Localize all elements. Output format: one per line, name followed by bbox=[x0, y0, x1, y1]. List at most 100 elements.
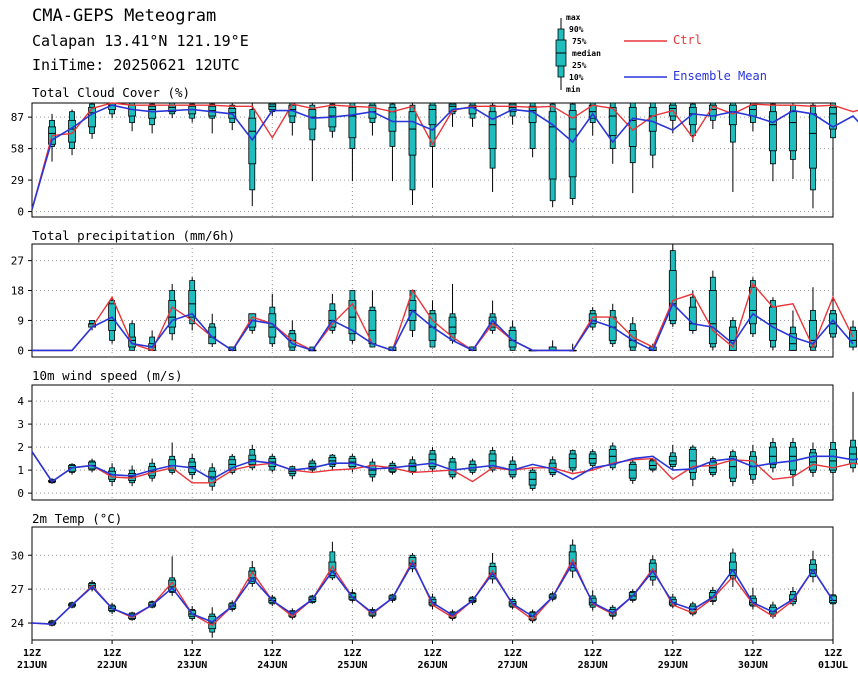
panel-title-precip: Total precipitation (mm/6h) bbox=[32, 228, 236, 243]
legend-key-min: min bbox=[566, 85, 581, 94]
box-inner bbox=[448, 316, 457, 335]
x-hour-label: 12Z bbox=[343, 648, 361, 659]
x-date-label: 27JUN bbox=[498, 660, 528, 671]
box-inner bbox=[568, 453, 577, 469]
x-date-label: 23JUN bbox=[177, 660, 207, 671]
box-outer bbox=[529, 102, 536, 149]
legend-ctrl-label: Ctrl bbox=[673, 33, 702, 47]
ctrl-series-line bbox=[31, 451, 858, 484]
ctrl-series-line bbox=[31, 558, 834, 627]
box-inner bbox=[608, 106, 617, 136]
y-tick-label: 27 bbox=[11, 255, 24, 268]
box-inner bbox=[408, 462, 417, 472]
x-hour-label: 12Z bbox=[23, 648, 41, 659]
box-inner bbox=[648, 106, 657, 132]
box-inner bbox=[769, 111, 777, 152]
x-date-label: 21JUN bbox=[17, 660, 47, 671]
box-inner bbox=[508, 330, 517, 348]
box-inner bbox=[708, 290, 717, 345]
box-inner bbox=[408, 111, 417, 156]
box-inner bbox=[789, 446, 797, 471]
x-hour-label: 12Z bbox=[423, 648, 441, 659]
x-hour-label: 12Z bbox=[584, 648, 602, 659]
x-date-label: 30JUN bbox=[738, 660, 768, 671]
box-inner bbox=[268, 103, 277, 110]
x-hour-label: 12Z bbox=[504, 648, 522, 659]
y-tick-label: 4 bbox=[17, 395, 24, 408]
box-inner bbox=[348, 106, 357, 139]
box-inner bbox=[769, 446, 777, 465]
y-tick-label: 58 bbox=[11, 143, 24, 156]
box-inner bbox=[208, 326, 217, 345]
panel-frame bbox=[31, 384, 834, 501]
y-tick-label: 0 bbox=[17, 344, 24, 357]
x-date-label: 22JUN bbox=[97, 660, 127, 671]
y-tick-label: 87 bbox=[11, 111, 24, 124]
x-hour-label: 12Z bbox=[263, 648, 281, 659]
location-label: Calapan 13.41°N 121.19°E bbox=[32, 32, 249, 50]
x-hour-label: 12Z bbox=[103, 648, 121, 659]
box-inner bbox=[448, 461, 457, 476]
legend-key-p25: 25% bbox=[572, 61, 587, 70]
ctrl-series-line bbox=[32, 282, 854, 352]
legend-key-p10: 10% bbox=[569, 73, 584, 82]
y-tick-label: 1 bbox=[17, 464, 24, 477]
y-tick-label: 0 bbox=[17, 487, 24, 500]
box-inner bbox=[668, 455, 677, 465]
box-inner bbox=[668, 270, 677, 321]
x-date-label: 29JUN bbox=[658, 660, 688, 671]
y-tick-label: 30 bbox=[11, 549, 24, 562]
box-inner bbox=[268, 313, 277, 338]
box-inner bbox=[548, 111, 557, 180]
box-inner bbox=[128, 104, 137, 117]
box-inner bbox=[628, 463, 637, 479]
x-date-label: 26JUN bbox=[417, 660, 447, 671]
ctrl-series-line bbox=[31, 102, 858, 210]
box-inner bbox=[508, 103, 517, 113]
box-inner bbox=[488, 316, 497, 328]
box-inner bbox=[789, 333, 797, 351]
panel-title-cloud: Total Cloud Cover (%) bbox=[32, 85, 191, 100]
panel-title-temp: 2m Temp (°C) bbox=[32, 511, 123, 526]
x-hour-label: 12Z bbox=[183, 648, 201, 659]
x-hour-label: 12Z bbox=[824, 648, 842, 659]
x-date-label: 28JUN bbox=[578, 660, 608, 671]
box-inner bbox=[488, 111, 497, 150]
legend-key-median: median bbox=[572, 49, 601, 58]
box-inner bbox=[829, 106, 837, 130]
box-inner bbox=[328, 310, 337, 328]
y-tick-label: 3 bbox=[17, 418, 24, 431]
x-date-label: 25JUN bbox=[337, 660, 367, 671]
x-date-label: 24JUN bbox=[257, 660, 287, 671]
box-inner bbox=[428, 453, 437, 468]
mean-series-line bbox=[31, 451, 858, 483]
mean-series-line bbox=[32, 302, 854, 352]
y-tick-label: 2 bbox=[17, 441, 24, 454]
box-inner bbox=[528, 471, 537, 486]
box-inner bbox=[68, 119, 76, 143]
panel-title-wind: 10m wind speed (m/s) bbox=[32, 368, 183, 383]
box-inner bbox=[728, 455, 737, 479]
box-inner bbox=[308, 109, 317, 130]
box-inner bbox=[88, 106, 96, 128]
x-hour-label: 12Z bbox=[744, 648, 762, 659]
y-tick-label: 18 bbox=[11, 285, 24, 298]
box-inner bbox=[749, 104, 757, 117]
box-inner bbox=[708, 461, 717, 473]
y-tick-label: 24 bbox=[11, 617, 25, 630]
box-inner bbox=[829, 448, 837, 471]
box-inner bbox=[849, 446, 857, 464]
mean-series-line bbox=[31, 561, 834, 626]
box-inner bbox=[588, 313, 597, 325]
box-inner bbox=[749, 286, 757, 325]
box-inner bbox=[789, 111, 797, 152]
box-inner bbox=[648, 460, 657, 470]
chart-title: CMA-GEPS Meteogram bbox=[32, 6, 217, 26]
y-tick-label: 29 bbox=[11, 174, 24, 187]
legend-key-p90: 90% bbox=[569, 25, 584, 34]
box-inner bbox=[809, 452, 817, 471]
box-inner bbox=[568, 110, 577, 178]
box-inner bbox=[528, 105, 537, 123]
legend-key-max: max bbox=[566, 13, 581, 22]
